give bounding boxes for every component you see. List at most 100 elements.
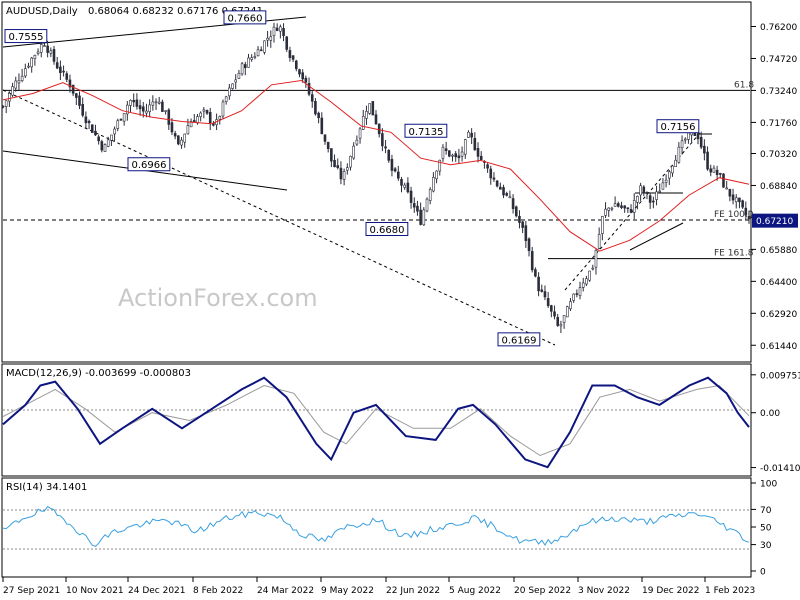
candle-body <box>161 101 164 112</box>
price-tick-label: 0.64400 <box>760 278 797 288</box>
candle-body <box>623 205 626 209</box>
candle-body <box>400 179 403 186</box>
candle-body <box>454 153 458 158</box>
candle-body <box>416 205 419 212</box>
candle-body <box>145 110 148 114</box>
candle-body <box>100 141 104 151</box>
candle-body <box>393 168 397 172</box>
candle-body <box>604 208 607 216</box>
candle-body <box>205 109 209 114</box>
sma-line <box>2 79 750 252</box>
candle-body <box>696 134 700 140</box>
candle-body <box>55 62 59 69</box>
candle-body <box>183 133 187 143</box>
candle-body <box>460 151 464 157</box>
candle-body <box>164 110 167 112</box>
candle-body <box>680 140 684 149</box>
candle-body <box>677 146 681 163</box>
candle-body <box>419 209 422 225</box>
candle-body <box>499 186 502 190</box>
candle-body <box>384 146 387 149</box>
price-annotation-box <box>404 123 448 138</box>
candle-body <box>438 159 442 172</box>
price-annotation-box <box>497 332 541 347</box>
candle-body <box>473 138 477 151</box>
candle-body <box>524 225 528 241</box>
candle-body <box>374 114 378 125</box>
candle-body <box>409 190 413 203</box>
candle-body <box>537 276 540 292</box>
candle-body <box>667 171 671 179</box>
candle-body <box>27 65 30 68</box>
symbol-label: AUDUSD,Daily <box>6 6 78 17</box>
candle-body <box>652 200 655 203</box>
candle-body <box>323 134 327 142</box>
candle-body <box>208 112 212 124</box>
price-tick-label: 0.71760 <box>760 119 797 129</box>
candle-body <box>527 238 531 252</box>
candle-body <box>103 144 107 152</box>
candle-body <box>126 104 129 115</box>
price-panel-frame <box>1 1 752 363</box>
candle-body <box>39 44 43 53</box>
candle-body <box>288 50 292 58</box>
candle-body <box>269 36 273 41</box>
candle-body <box>578 287 582 296</box>
price-tick-label: 0.68840 <box>760 182 797 192</box>
candle-body <box>489 168 493 179</box>
candle-body <box>8 93 11 102</box>
candle-body <box>470 132 473 138</box>
candle-body <box>173 133 177 137</box>
candle-body <box>559 324 563 327</box>
candle-body <box>224 96 228 102</box>
candle-body <box>425 198 429 212</box>
candle-body <box>317 112 320 119</box>
candle-body <box>234 79 238 83</box>
level-label: FE 161.8 <box>714 249 754 259</box>
macd-title: MACD(12,26,9) -0.003699 -0.000803 <box>6 368 191 379</box>
candle-body <box>110 134 113 141</box>
candle-body <box>699 136 703 148</box>
candle-body <box>712 167 716 173</box>
candle-body <box>186 125 190 135</box>
x-tick-label: 24 Mar 2022 <box>257 586 314 596</box>
candle-body <box>4 100 8 107</box>
candle-body <box>154 101 158 104</box>
candle-body <box>502 187 505 196</box>
price-tick-label: 0.73240 <box>760 87 797 97</box>
candle-body <box>597 234 601 249</box>
candle-body <box>428 189 432 201</box>
candle-body <box>68 79 72 88</box>
candle-body <box>231 83 234 89</box>
candle-body <box>591 267 595 270</box>
watermark: ActionForex.com <box>118 284 318 312</box>
candle-body <box>24 68 27 77</box>
candle-body <box>141 106 145 112</box>
candle-body <box>349 155 352 168</box>
x-tick-label: 19 Dec 2022 <box>642 586 700 596</box>
candle-body <box>14 80 18 89</box>
candle-body <box>49 50 53 54</box>
candle-body <box>307 83 311 95</box>
candle-body <box>406 182 410 193</box>
candle-body <box>588 270 591 281</box>
candle-body <box>403 184 406 188</box>
candle-body <box>301 72 304 80</box>
candle-body <box>196 116 199 124</box>
candle-body <box>282 28 285 37</box>
candle-body <box>20 75 24 82</box>
rsi-axis-labels: 100 70 50 30 0 <box>751 480 777 578</box>
candle-body <box>734 197 738 203</box>
x-tick-label: 1 Feb 2023 <box>705 586 755 596</box>
candle-body <box>266 37 269 41</box>
candle-body <box>387 149 391 161</box>
price-annotation-box <box>365 222 409 237</box>
candle-body <box>310 94 314 102</box>
candle-body <box>336 165 340 168</box>
candle-body <box>218 116 222 120</box>
price-annotation-label: 0.6966 <box>132 160 167 171</box>
candle-body <box>412 203 416 208</box>
candle-body <box>731 194 735 201</box>
x-tick-label: 3 Nov 2022 <box>578 586 630 596</box>
